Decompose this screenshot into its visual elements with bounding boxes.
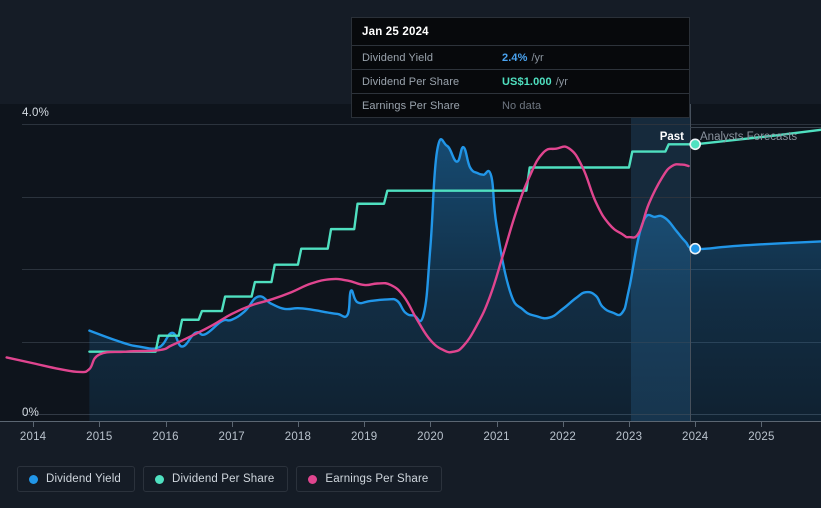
earnings-per-share-line xyxy=(5,145,690,374)
x-axis-tick-label: 2025 xyxy=(748,431,775,443)
x-axis-tick-label: 2021 xyxy=(483,431,510,443)
tooltip-row-label: Earnings Per Share xyxy=(362,99,460,112)
x-axis-ticks xyxy=(33,421,762,427)
x-axis-tick-label: 2019 xyxy=(350,431,378,443)
tooltip-row-unit: /yr xyxy=(555,75,568,88)
legend-item-dividend-yield[interactable]: Dividend Yield xyxy=(17,466,135,492)
chart-tooltip: Jan 25 2024 Dividend Yield 2.4%/yr Dividen… xyxy=(351,17,690,118)
legend-color-dot xyxy=(154,474,164,484)
legend-item-dividend-per-share[interactable]: Dividend Per Share xyxy=(142,466,289,492)
tooltip-row-unit: /yr xyxy=(531,51,544,64)
x-axis-tick-label: 2020 xyxy=(417,431,444,443)
tooltip-date: Jan 25 2024 xyxy=(362,26,429,38)
analysts-forecasts-label: Analysts Forecasts xyxy=(700,131,798,143)
dividend-yield-line xyxy=(88,138,821,350)
dividend-per-share-line xyxy=(88,128,821,353)
series-marker-dot xyxy=(689,242,702,255)
x-axis-tick-label: 2023 xyxy=(615,431,643,443)
tooltip-rows: Dividend Yield 2.4%/yr Dividend Per Share U… xyxy=(352,45,689,117)
tooltip-row: Earnings Per Share No data xyxy=(352,93,689,117)
tooltip-row-value: No data xyxy=(502,99,542,112)
x-axis-tick-label: 2016 xyxy=(152,431,179,443)
legend-color-dot xyxy=(29,474,38,484)
series-marker-dot xyxy=(689,138,702,151)
x-axis-tick-label: 2022 xyxy=(549,431,576,443)
series-markers xyxy=(689,138,702,255)
series-group xyxy=(5,128,821,422)
tooltip-row-value: US$1.000 xyxy=(502,75,552,88)
tooltip-row: Dividend Yield 2.4%/yr xyxy=(352,45,689,69)
tooltip-row-label: Dividend Yield xyxy=(362,51,434,64)
legend-label: Dividend Yield xyxy=(46,473,121,485)
legend-color-dot xyxy=(308,474,318,484)
x-axis-tick-label: 2014 xyxy=(19,431,47,443)
legend-item-earnings-per-share[interactable]: Earnings Per Share xyxy=(296,466,443,492)
tooltip-row-label: Dividend Per Share xyxy=(362,75,460,88)
dividend-yield-area xyxy=(89,139,821,422)
chart-legend: Dividend Yield Dividend Per Share Earnings… xyxy=(17,466,443,492)
tooltip-row-value: 2.4% xyxy=(502,51,528,64)
y-axis-tick-bottom: 0% xyxy=(22,407,40,419)
legend-label: Earnings Per Share xyxy=(325,473,429,485)
x-axis-tick-label: 2017 xyxy=(218,431,245,443)
x-axis-tick-label: 2015 xyxy=(86,431,113,443)
tooltip-row: Dividend Per Share US$1.000/yr xyxy=(352,69,689,93)
y-axis-tick-top: 4.0% xyxy=(22,107,50,119)
x-axis-tick-label: 2018 xyxy=(284,431,312,443)
legend-label: Dividend Per Share xyxy=(171,473,275,485)
x-axis-tick-label: 2024 xyxy=(681,431,709,443)
past-label: Past xyxy=(659,131,684,143)
